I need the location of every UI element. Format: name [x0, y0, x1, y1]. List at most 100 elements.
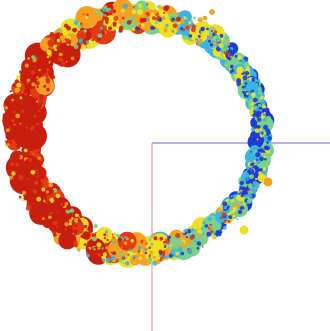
surface-speckle [92, 39, 95, 42]
surface-speckle [21, 135, 25, 139]
surface-speckle [71, 57, 75, 61]
surface-speckle [202, 232, 205, 235]
surface-speckle [83, 29, 87, 33]
surface-speckle [68, 52, 71, 55]
surface-speckle [36, 127, 38, 129]
surface-speckle [46, 68, 49, 71]
surface-speckle [250, 163, 254, 167]
surface-speckle [130, 239, 134, 243]
surface-speckle [132, 19, 136, 23]
surface-speckle [181, 245, 184, 248]
surface-speckle [219, 43, 224, 48]
surface-speckle [254, 175, 257, 178]
surface-speckle [46, 88, 50, 92]
surface-speckle [243, 75, 248, 80]
surface-speckle [10, 115, 12, 117]
surface-speckle [176, 249, 179, 252]
surface-speckle [149, 250, 153, 254]
surface-speckle [227, 62, 230, 65]
surface-speckle [191, 228, 195, 232]
surface-speckle [41, 59, 43, 61]
surface-speckle [74, 243, 78, 247]
surface-speckle [113, 22, 117, 26]
surface-speckle [161, 16, 164, 19]
surface-speckle [111, 25, 113, 27]
surface-speckle [116, 250, 119, 253]
surface-speckle [35, 98, 37, 100]
surface-speckle [221, 222, 224, 225]
surface-speckle [151, 243, 153, 245]
surface-speckle [208, 217, 212, 221]
surface-speckle [121, 9, 125, 13]
surface-speckle [213, 42, 217, 46]
surface-speckle [228, 65, 230, 67]
surface-speckle [35, 182, 37, 184]
surface-speckle [78, 25, 82, 29]
surface-speckle [165, 24, 168, 27]
surface-speckle [229, 49, 232, 52]
surface-speckle [38, 69, 40, 71]
surface-speckle [187, 249, 192, 254]
surface-speckle [188, 21, 191, 24]
surface-speckle [259, 128, 262, 131]
surface-speckle [76, 31, 78, 33]
surface-speckle [23, 113, 25, 115]
density-fragment [240, 226, 249, 235]
surface-speckle [262, 167, 266, 171]
surface-speckle [260, 148, 264, 152]
surface-speckle [210, 43, 213, 46]
surface-speckle [246, 92, 249, 95]
surface-speckle [50, 32, 54, 36]
surface-speckle [111, 255, 116, 260]
surface-speckle [6, 140, 9, 143]
surface-speckle [254, 160, 256, 162]
surface-speckle [209, 34, 212, 37]
surface-speckle [38, 214, 42, 218]
surface-speckle [20, 167, 25, 172]
surface-speckle [32, 147, 34, 149]
surface-speckle [147, 263, 149, 265]
surface-speckle [24, 108, 27, 111]
surface-speckle [36, 76, 38, 78]
surface-speckle [260, 168, 263, 171]
surface-speckle [53, 221, 58, 226]
surface-speckle [163, 12, 165, 14]
protein-ring-surface [2, 0, 274, 268]
surface-speckle [13, 84, 16, 87]
surface-speckle [63, 207, 65, 209]
surface-speckle [56, 226, 58, 228]
surface-speckle [165, 259, 167, 261]
surface-speckle [71, 217, 74, 220]
surface-speckle [23, 103, 28, 108]
surface-speckle [15, 114, 20, 119]
surface-speckle [92, 236, 97, 241]
surface-speckle [66, 38, 69, 41]
surface-speckle [207, 25, 210, 28]
surface-speckle [38, 172, 42, 176]
surface-speckle [235, 55, 238, 58]
surface-speckle [249, 174, 254, 179]
surface-speckle [103, 25, 107, 29]
surface-speckle [260, 96, 264, 100]
surface-speckle [33, 198, 35, 200]
surface-speckle [141, 246, 144, 249]
surface-speckle [249, 195, 252, 198]
surface-speckle [71, 220, 73, 222]
surface-speckle [220, 60, 225, 65]
surface-speckle [14, 107, 16, 109]
surface-speckle [110, 252, 112, 254]
surface-speckle [218, 54, 222, 58]
surface-speckle [61, 61, 65, 65]
surface-speckle [97, 33, 102, 38]
surface-speckle [32, 167, 36, 171]
surface-speckle [103, 252, 107, 256]
surface-speckle [42, 217, 45, 220]
surface-speckle [60, 33, 63, 36]
surface-speckle [41, 88, 46, 93]
surface-speckle [259, 141, 261, 143]
surface-speckle [228, 215, 232, 219]
surface-speckle [21, 110, 24, 113]
surface-speckle [34, 181, 38, 185]
surface-speckle [245, 82, 248, 85]
